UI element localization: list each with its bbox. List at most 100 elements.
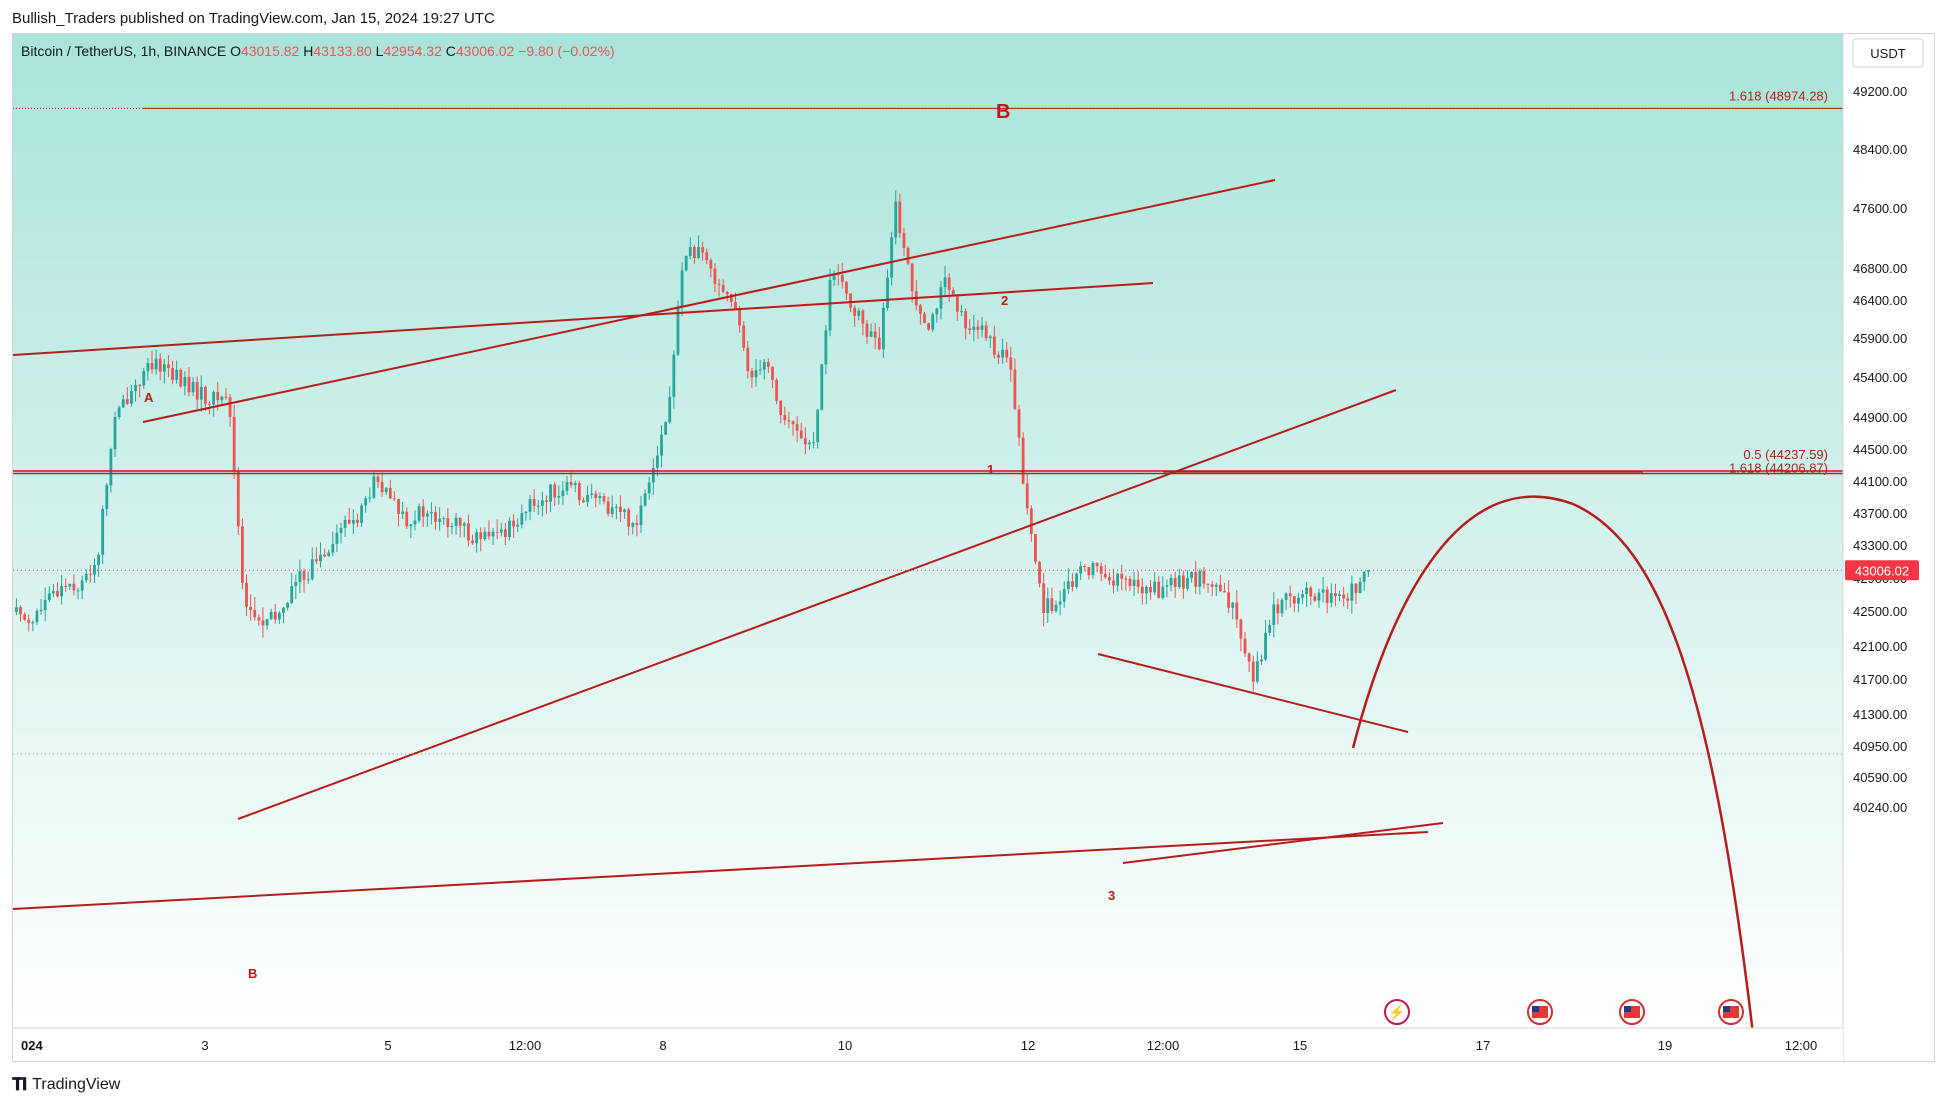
candle-body — [68, 583, 72, 587]
wave-label: 3 — [1108, 888, 1115, 903]
candle-body — [15, 607, 18, 612]
currency-button[interactable]: USDT — [1852, 38, 1924, 68]
candle-body — [269, 611, 273, 620]
candle-body — [1050, 598, 1054, 612]
candle-body — [508, 520, 511, 538]
candle-body — [195, 381, 199, 400]
candle-body — [117, 407, 121, 418]
candle-body — [1321, 589, 1325, 593]
candle-body — [434, 512, 437, 522]
candle-body — [960, 311, 963, 313]
candle-body — [672, 354, 676, 397]
candle-body — [1062, 589, 1066, 602]
candle-body — [536, 505, 540, 507]
candlestick-chart[interactable]: 1.618 (48974.28) 0.5 (44237.59)1.618 (442… — [13, 34, 1934, 1061]
candle-body — [35, 610, 39, 623]
candle-body — [1358, 581, 1362, 594]
candle-body — [191, 381, 195, 393]
candle-body — [927, 322, 931, 330]
currency-label: USDT — [1870, 46, 1905, 61]
projection-curve — [1351, 495, 1755, 1035]
candle-body — [606, 501, 610, 515]
candle-body — [1268, 625, 1272, 633]
candle-body — [1132, 579, 1136, 586]
candle-body — [614, 506, 618, 508]
candle-body — [171, 368, 174, 380]
candle-body — [540, 500, 544, 506]
candle-body — [253, 609, 257, 618]
drawings-layer — [13, 107, 1843, 1035]
price-tick-label: 47600.00 — [1853, 201, 1907, 216]
candle-body — [742, 325, 746, 348]
candle-body — [877, 337, 881, 350]
candle-body — [1210, 584, 1214, 587]
candle-body — [212, 391, 216, 405]
time-tick-label: 12:00 — [1147, 1038, 1180, 1053]
candle-body — [397, 499, 400, 514]
candle-body — [84, 573, 88, 581]
candle-body — [76, 590, 80, 592]
candle-body — [824, 330, 828, 365]
candle-body — [635, 522, 639, 526]
candle-body — [1325, 589, 1329, 603]
candle-body — [384, 487, 388, 493]
candle-body — [828, 280, 832, 331]
publisher-caption: Bullish_Traders published on TradingView… — [12, 10, 495, 27]
candle-body — [910, 263, 914, 292]
time-tick-label: 15 — [1293, 1038, 1307, 1053]
candle-body — [1206, 583, 1210, 585]
candle-body — [976, 326, 980, 330]
candle-body — [1169, 578, 1173, 586]
candle-body — [1317, 592, 1321, 601]
price-tick-label: 41300.00 — [1853, 707, 1907, 722]
candle-body — [1054, 604, 1058, 612]
candle-body — [873, 331, 877, 338]
candle-body — [684, 255, 688, 271]
candle-body — [93, 564, 96, 575]
candle-body — [462, 523, 466, 526]
candle-body — [1177, 575, 1181, 588]
candle-body — [1235, 602, 1239, 620]
candle-body — [220, 396, 224, 401]
candle-body — [528, 499, 532, 512]
candle-body — [549, 484, 552, 502]
candle-body — [413, 520, 417, 525]
candle-body — [775, 379, 778, 401]
candle-body — [80, 580, 84, 591]
time-tick-label: 12:00 — [1785, 1038, 1818, 1053]
candle-body — [553, 484, 557, 498]
time-tick-label: 5 — [384, 1038, 391, 1053]
chart-panel[interactable]: 1.618 (48974.28) 0.5 (44237.59) 1.618 (442… — [12, 33, 1935, 1062]
candle-body — [1223, 591, 1226, 593]
candle-body — [162, 364, 166, 372]
candle-body — [323, 554, 326, 557]
candle-body — [1251, 661, 1255, 682]
brand-label[interactable]: TradingView — [32, 1076, 121, 1093]
candle-body — [992, 336, 996, 355]
candle-body — [1161, 586, 1165, 598]
candle-body — [820, 364, 824, 410]
price-tick-label: 48400.00 — [1853, 142, 1907, 157]
candle-body — [265, 619, 269, 626]
candle-body — [97, 554, 100, 565]
price-tick-label: 42500.00 — [1853, 604, 1907, 619]
candle-body — [19, 607, 22, 615]
candle-body — [257, 617, 261, 621]
labels-layer: 1.618 (48974.28) 0.5 (44237.59)1.618 (442… — [144, 88, 1828, 981]
candle-body — [1034, 534, 1037, 562]
candle-body — [1366, 570, 1370, 572]
candle-body — [799, 430, 803, 439]
candle-body — [1079, 566, 1083, 574]
candle-body — [586, 494, 589, 503]
price-tick-label: 44900.00 — [1853, 410, 1907, 425]
candle-body — [1145, 586, 1148, 594]
candle-body — [512, 520, 515, 527]
symbol-info: Bitcoin / TetherUS, 1h, BINANCE O43015.8… — [21, 43, 615, 59]
candle-body — [175, 369, 179, 380]
candle-body — [598, 495, 602, 499]
candle-body — [1091, 562, 1095, 576]
candle-body — [943, 277, 947, 288]
us-flag-event-icon — [1619, 999, 1645, 1025]
candle-body — [816, 409, 820, 443]
candle-body — [1108, 577, 1111, 581]
